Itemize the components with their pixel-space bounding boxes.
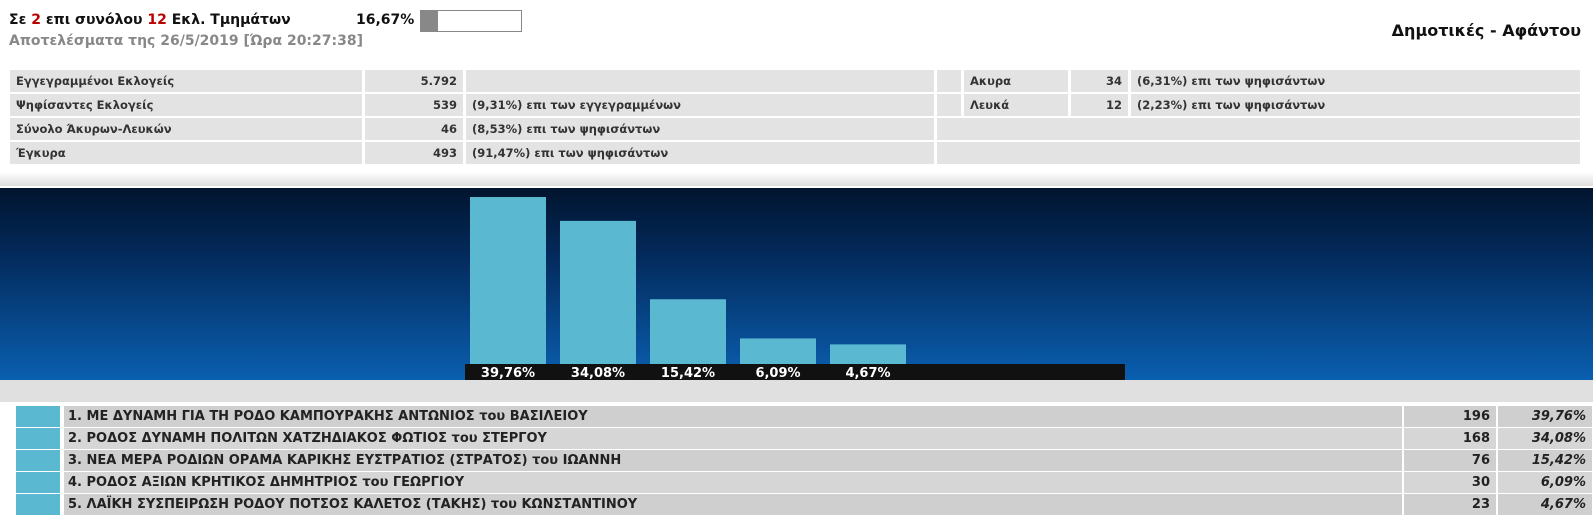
candidate-color-swatch [16,494,62,515]
bar-label-strip [465,364,1125,380]
stats-row: Έγκυρα 493 (91,47%) επι των ψηφισάντων [10,142,1580,166]
candidate-name: 1. ΜΕ ΔΥΝΑΜΗ ΓΙΑ ΤΗ ΡΟΔΟ ΚΑΜΠΟΥΡΑΚΗΣ ΑΝΤ… [64,406,1402,427]
spacer-cell [937,94,961,116]
valid-label: Έγκυρα [10,142,362,164]
counted-stations: 2 [31,12,41,28]
voted-label: Ψηφίσαντες Εκλογείς [10,94,362,116]
bar-3 [650,299,726,364]
blank-value: 12 [1071,94,1128,116]
registered-value: 5.792 [365,70,463,92]
invalid-blank-value: 46 [365,118,463,140]
stats-table: Εγγεγραμμένοι Εκλογείς 5.792 Ακυρα 34 (6… [10,70,1580,166]
invalid-blank-note: (8,53%) επι των ψηφισάντων [466,118,934,140]
invalid-note: (6,31%) επι των ψηφισάντων [1131,70,1580,92]
candidate-row: 1. ΜΕ ΔΥΝΑΜΗ ΓΙΑ ΤΗ ΡΟΔΟ ΚΑΜΠΟΥΡΑΚΗΣ ΑΝΤ… [16,406,1592,428]
bar-value-label: 34,08% [571,366,625,380]
candidate-votes: 76 [1404,450,1496,471]
chart-footer-band [0,380,1593,402]
election-title: Δημοτικές - Αφάντου [1391,21,1581,40]
candidate-row: 2. ΡΟΔΟΣ ΔΥΝΑΜΗ ΠΟΛΙΤΩΝ ΧΑΤΖΗΔΙΑΚΟΣ ΦΩΤΙ… [16,428,1592,450]
candidate-row: 4. ΡΟΔΟΣ ΑΞΙΩΝ ΚΡΗΤΙΚΟΣ ΔΗΜΗΤΡΙΟΣ του ΓΕ… [16,472,1592,494]
voted-note: (9,31%) επι των εγγεγραμμένων [466,94,934,116]
registered-note [466,70,934,92]
results-timestamp: Αποτελέσματα της 26/5/2019 [Ώρα 20:27:38… [9,33,363,49]
voted-value: 539 [365,94,463,116]
total-stations: 12 [147,12,167,28]
header: Σε 2 επι συνόλου 12 Εκλ. Τμημάτων 16,67%… [0,0,1593,60]
candidate-color-swatch [16,472,62,493]
stats-row: Ψηφίσαντες Εκλογείς 539 (9,31%) επι των … [10,94,1580,118]
blank-note: (2,23%) επι των ψηφισάντων [1131,94,1580,116]
stats-row: Εγγεγραμμένοι Εκλογείς 5.792 Ακυρα 34 (6… [10,70,1580,94]
candidate-votes: 23 [1404,494,1496,515]
candidate-name: 4. ΡΟΔΟΣ ΑΞΙΩΝ ΚΡΗΤΙΚΟΣ ΔΗΜΗΤΡΙΟΣ του ΓΕ… [64,472,1402,493]
invalid-value: 34 [1071,70,1128,92]
invalid-blank-label: Σύνολο Άκυρων-Λευκών [10,118,362,140]
candidates-table: 1. ΜΕ ΔΥΝΑΜΗ ΓΙΑ ΤΗ ΡΟΔΟ ΚΑΜΠΟΥΡΑΚΗΣ ΑΝΤ… [16,406,1592,516]
empty-cell [937,118,1580,140]
bar-value-label: 6,09% [755,366,800,380]
candidate-name: 5. ΛΑΪΚΗ ΣΥΣΠΕΙΡΩΣΗ ΡΟΔΟΥ ΠΟΤΣΟΣ ΚΑΛΕΤΟΣ… [64,494,1402,515]
candidate-votes: 196 [1404,406,1496,427]
valid-value: 493 [365,142,463,164]
progress-prefix: Σε [9,12,27,28]
progress-fill [421,11,438,31]
counting-percent: 16,67% [356,12,415,28]
bar-2 [560,220,636,364]
bar-chart-svg: 39,76% 34,08% 15,42% 6,09% 4,67% [465,197,1125,380]
progress-suffix: Εκλ. Τμημάτων [171,12,291,28]
candidate-percent: 34,08% [1498,428,1592,449]
valid-note: (91,47%) επι των ψηφισάντων [466,142,934,164]
candidate-row: 3. ΝΕΑ ΜΕΡΑ ΡΟΔΙΩΝ ΟΡΑΜΑ ΚΑΡΙΚΗΣ ΕΥΣΤΡΑΤ… [16,450,1592,472]
registered-label: Εγγεγραμμένοι Εκλογείς [10,70,362,92]
results-bar-chart: 39,76% 34,08% 15,42% 6,09% 4,67% [0,188,1593,380]
bar-4 [740,338,816,364]
bar-5 [830,344,906,364]
empty-cell [937,142,1580,164]
candidate-percent: 4,67% [1498,494,1592,515]
candidate-votes: 168 [1404,428,1496,449]
bar-value-label: 4,67% [845,366,890,380]
candidate-name: 3. ΝΕΑ ΜΕΡΑ ΡΟΔΙΩΝ ΟΡΑΜΑ ΚΑΡΙΚΗΣ ΕΥΣΤΡΑΤ… [64,450,1402,471]
bar-1 [470,197,546,364]
bar-value-label: 39,76% [481,366,535,380]
counting-progress-text: Σε 2 επι συνόλου 12 Εκλ. Τμημάτων [9,12,291,28]
candidate-name: 2. ΡΟΔΟΣ ΔΥΝΑΜΗ ΠΟΛΙΤΩΝ ΧΑΤΖΗΔΙΑΚΟΣ ΦΩΤΙ… [64,428,1402,449]
stats-row: Σύνολο Άκυρων-Λευκών 46 (8,53%) επι των … [10,118,1580,142]
candidate-color-swatch [16,406,62,427]
section-divider [0,172,1593,186]
candidate-percent: 6,09% [1498,472,1592,493]
progress-middle: επι συνόλου [45,12,143,28]
candidate-row: 5. ΛΑΪΚΗ ΣΥΣΠΕΙΡΩΣΗ ΡΟΔΟΥ ΠΟΤΣΟΣ ΚΑΛΕΤΟΣ… [16,494,1592,516]
candidate-color-swatch [16,428,62,449]
candidate-color-swatch [16,450,62,471]
invalid-label: Ακυρα [964,70,1068,92]
bar-value-label: 15,42% [661,366,715,380]
blank-label: Λευκά [964,94,1068,116]
spacer-cell [937,70,961,92]
candidate-percent: 39,76% [1498,406,1592,427]
candidate-percent: 15,42% [1498,450,1592,471]
candidate-votes: 30 [1404,472,1496,493]
counting-progress-bar [420,10,522,32]
